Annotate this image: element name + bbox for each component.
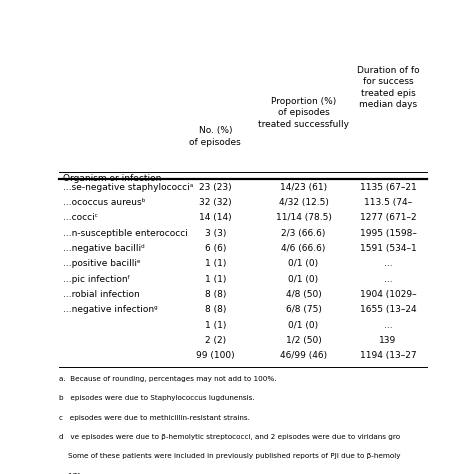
Text: 1 (1): 1 (1) <box>205 321 226 330</box>
Text: ...se-negative staphylococciᵃ: ...se-negative staphylococciᵃ <box>63 183 193 192</box>
Text: 113.5 (74–: 113.5 (74– <box>364 198 412 207</box>
Text: 1 (1): 1 (1) <box>205 275 226 284</box>
Text: 1135 (67–21: 1135 (67–21 <box>360 183 416 192</box>
Text: ...pic infectionᶠ: ...pic infectionᶠ <box>63 275 130 284</box>
Text: Some of these patients were included in previously published reports of PJI due : Some of these patients were included in … <box>59 453 401 459</box>
Text: 2/3 (66.6): 2/3 (66.6) <box>282 229 326 238</box>
Text: 1655 (13–24: 1655 (13–24 <box>360 305 416 314</box>
Text: b   episodes were due to Staphylococcus lugdunensis.: b episodes were due to Staphylococcus lu… <box>59 395 255 401</box>
Text: 17].: 17]. <box>59 473 82 474</box>
Text: Duration of fo
for success
treated epis
median days: Duration of fo for success treated epis … <box>357 66 419 109</box>
Text: d   ve episodes were due to β-hemolytic streptococci, and 2 episodes were due to: d ve episodes were due to β-hemolytic st… <box>59 434 401 440</box>
Text: 6 (6): 6 (6) <box>205 244 226 253</box>
Text: a.  Because of rounding, percentages may not add to 100%.: a. Because of rounding, percentages may … <box>59 376 277 382</box>
Text: 14/23 (61): 14/23 (61) <box>280 183 327 192</box>
Text: 46/99 (46): 46/99 (46) <box>280 351 327 360</box>
Text: 2 (2): 2 (2) <box>205 336 226 345</box>
Text: 1591 (534–1: 1591 (534–1 <box>360 244 416 253</box>
Text: 1904 (1029–: 1904 (1029– <box>360 290 416 299</box>
Text: Proportion (%)
of episodes
treated successfully: Proportion (%) of episodes treated succe… <box>258 97 349 129</box>
Text: 0/1 (0): 0/1 (0) <box>289 275 319 284</box>
Text: 11/14 (78.5): 11/14 (78.5) <box>275 213 331 222</box>
Text: ...cocciᶜ: ...cocciᶜ <box>63 213 98 222</box>
Text: ...ococcus aureusᵇ: ...ococcus aureusᵇ <box>63 198 146 207</box>
Text: ...negative bacilliᵈ: ...negative bacilliᵈ <box>63 244 145 253</box>
Text: ...: ... <box>384 275 392 284</box>
Text: 139: 139 <box>379 336 397 345</box>
Text: 0/1 (0): 0/1 (0) <box>289 321 319 330</box>
Text: No. (%)
of episodes: No. (%) of episodes <box>190 126 241 146</box>
Text: 1277 (671–2: 1277 (671–2 <box>360 213 416 222</box>
Text: 23 (23): 23 (23) <box>199 183 232 192</box>
Text: ...: ... <box>384 321 392 330</box>
Text: 1/2 (50): 1/2 (50) <box>286 336 321 345</box>
Text: 1194 (13–27: 1194 (13–27 <box>360 351 416 360</box>
Text: ...positive bacilliᵉ: ...positive bacilliᵉ <box>63 259 141 268</box>
Text: 4/6 (66.6): 4/6 (66.6) <box>282 244 326 253</box>
Text: Organism or infection: Organism or infection <box>63 173 161 182</box>
Text: 0/1 (0): 0/1 (0) <box>289 259 319 268</box>
Text: 4/32 (12.5): 4/32 (12.5) <box>279 198 328 207</box>
Text: ...n-susceptible enterococci: ...n-susceptible enterococci <box>63 229 188 238</box>
Text: 3 (3): 3 (3) <box>205 229 226 238</box>
Text: c   episodes were due to methicillin-resistant strains.: c episodes were due to methicillin-resis… <box>59 415 250 420</box>
Text: 99 (100): 99 (100) <box>196 351 235 360</box>
Text: 1995 (1598–: 1995 (1598– <box>360 229 417 238</box>
Text: ...robial infection: ...robial infection <box>63 290 140 299</box>
Text: ...negative infectionᵍ: ...negative infectionᵍ <box>63 305 158 314</box>
Text: 14 (14): 14 (14) <box>199 213 232 222</box>
Text: 1 (1): 1 (1) <box>205 259 226 268</box>
Text: 8 (8): 8 (8) <box>205 305 226 314</box>
Text: 32 (32): 32 (32) <box>199 198 232 207</box>
Text: 8 (8): 8 (8) <box>205 290 226 299</box>
Text: ...: ... <box>384 259 392 268</box>
Text: 6/8 (75): 6/8 (75) <box>286 305 321 314</box>
Text: 4/8 (50): 4/8 (50) <box>286 290 321 299</box>
